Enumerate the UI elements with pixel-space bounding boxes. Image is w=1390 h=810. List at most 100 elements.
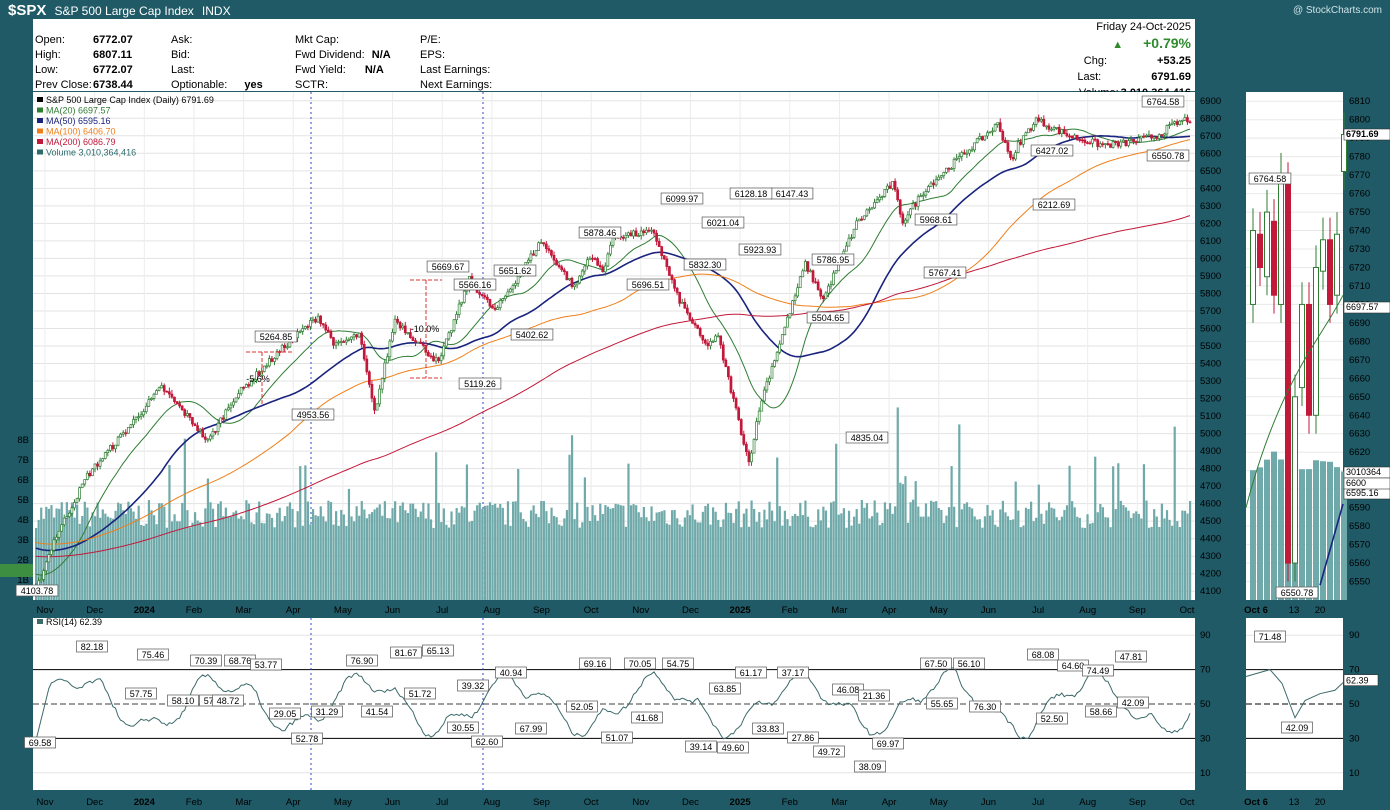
volume-bar (1065, 505, 1069, 600)
price-candle (903, 219, 907, 224)
price-annotation: 5878.46 (584, 228, 617, 238)
price-candle (591, 257, 594, 260)
price-candle (724, 359, 728, 368)
price-candle (670, 275, 674, 281)
rsi-annotation: 58.10 (172, 696, 195, 706)
price-candle (762, 389, 766, 402)
volume-bar (1114, 509, 1117, 600)
y-tick-label: 4400 (1200, 534, 1221, 545)
volume-bar (832, 501, 835, 600)
volume-bar (960, 509, 963, 600)
x-tick-label: Sep (1129, 605, 1146, 616)
detail-volume-bar (1313, 460, 1319, 600)
price-candle (534, 250, 538, 256)
quote-col-1-values: 6772.07 6807.11 6772.07 6738.44 (93, 33, 133, 93)
rsi-annotation: 47.81 (1120, 652, 1143, 662)
rsi-annotation: 81.67 (395, 648, 418, 658)
rsi-annotation: 21.36 (863, 691, 886, 701)
price-candle (211, 431, 215, 437)
volume-bar (260, 522, 263, 600)
volume-bar (114, 510, 117, 600)
last2-label: Last: (1077, 71, 1102, 83)
price-candle (1121, 139, 1125, 143)
rsi-chart: 10 30 50 70 90 Nov Dec 2024 Feb Mar Apr May Jun Jul Au… (24, 617, 1211, 808)
volume-bar (860, 500, 863, 600)
rsi-annotation: 82.18 (81, 642, 104, 652)
rsi-x-tick: Dec (86, 797, 103, 808)
rsi-annotation-box (735, 666, 767, 679)
volume-bar (906, 522, 910, 600)
volume-bar (788, 525, 792, 600)
price-annotation-box (811, 253, 855, 266)
volume-bar (1112, 466, 1115, 600)
rsi-annotation: 68.08 (1032, 650, 1055, 660)
volume-bar (583, 477, 586, 600)
volume-bar (688, 515, 692, 600)
price-annotation: 6021.04 (707, 218, 740, 228)
y-tick-label: 5300 (1200, 376, 1221, 387)
price-candle (101, 458, 105, 462)
volume-bar (214, 526, 217, 600)
volume-bar (335, 511, 338, 600)
volume-bar (942, 522, 946, 600)
volume-bar (999, 509, 1002, 600)
volume-bar (994, 524, 997, 600)
legend-ma100: MA(100) 6406.70 (46, 127, 116, 137)
volume-bar (527, 526, 530, 600)
volume-bar (829, 502, 833, 600)
volume-bar (1176, 521, 1179, 600)
volume-bar (268, 513, 271, 600)
price-candle (183, 409, 187, 416)
price-candle (306, 326, 310, 328)
volume-bar (478, 502, 481, 600)
pct-change: +0.79% (1143, 35, 1191, 51)
y-tick-label: 4500 (1200, 516, 1221, 527)
price-candle (421, 343, 425, 346)
detail-candle (1264, 211, 1270, 278)
rsi-y-tick: 30 (1200, 733, 1211, 744)
rsi-annotation: 76.90 (351, 656, 374, 666)
volume-bar (537, 517, 540, 600)
rsi-annotation-box (404, 687, 436, 700)
volume-bar (822, 506, 825, 600)
price-candle (755, 421, 758, 440)
volume-bar (286, 506, 289, 600)
volume-bar (847, 510, 851, 600)
volume-bar (899, 482, 902, 600)
price-candle (968, 149, 971, 154)
price-candle (650, 229, 653, 232)
price-candle (398, 321, 402, 329)
price-candle (219, 417, 222, 424)
price-annotation: 4103.78 (21, 586, 54, 596)
volume-bar (1058, 520, 1061, 600)
volume-bar (486, 505, 489, 600)
detail-rsi-y-tick: 10 (1349, 768, 1360, 779)
volume-bar (1091, 522, 1094, 600)
volume-bar (1027, 508, 1030, 600)
volume-bar (981, 527, 984, 600)
volume-bar (440, 522, 443, 600)
price-candle (275, 351, 279, 359)
price-candle (283, 344, 287, 348)
y-tick-label: 5200 (1200, 394, 1221, 405)
volume-bar (1094, 456, 1097, 600)
price-candle (678, 292, 682, 304)
price-candle (434, 357, 438, 362)
volume-bar (617, 504, 620, 600)
fwddiv-value: N/A (371, 49, 391, 61)
volume-bar (629, 505, 633, 600)
rsi-legend: RSI(14) 62.39 (46, 617, 102, 627)
volume-bar (309, 524, 312, 600)
volume-bar (196, 520, 199, 600)
volume-bar (940, 509, 943, 600)
mktcap-label: Mkt Cap: (295, 34, 340, 46)
rsi-annotation-box (832, 683, 864, 696)
volume-bar (619, 505, 622, 600)
price-candle (365, 358, 369, 373)
volume-tick-label: 3B (17, 535, 29, 546)
rsi-annotation-box (624, 657, 656, 670)
volume-bar (52, 517, 56, 600)
volume-bar (199, 522, 202, 600)
price-candle (593, 258, 597, 260)
price-candle (516, 275, 520, 284)
